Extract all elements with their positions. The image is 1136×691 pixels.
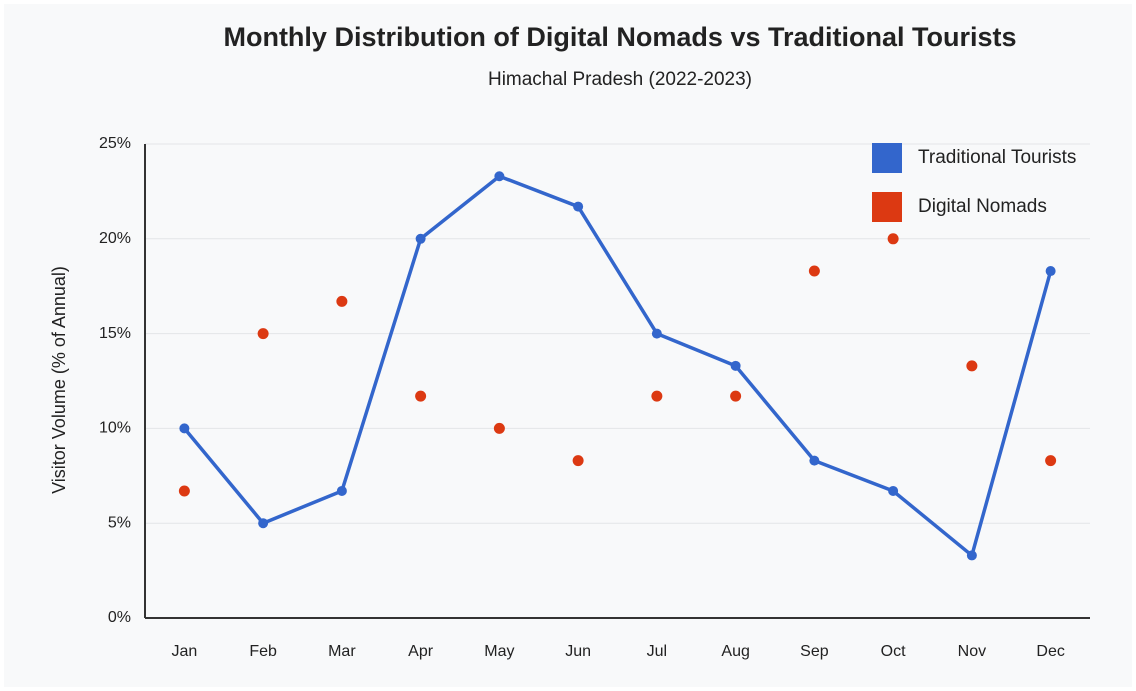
y-tick-label: 10% [99, 420, 131, 437]
point [809, 455, 820, 466]
x-tick-label: Dec [1036, 643, 1064, 660]
x-tick-label: Jun [565, 643, 591, 660]
point [966, 360, 978, 372]
legend-label: Digital Nomads [918, 196, 1047, 217]
line [183, 174, 1053, 558]
point [257, 328, 269, 340]
point [573, 201, 584, 212]
point [336, 295, 348, 307]
x-tick-label: Feb [249, 643, 277, 660]
point [415, 390, 427, 402]
point [178, 485, 190, 497]
point [966, 550, 977, 561]
x-tick-label: Apr [408, 643, 434, 660]
point [179, 423, 190, 434]
point [730, 390, 742, 402]
legend-swatch [872, 143, 902, 173]
x-tick-label: Sep [800, 643, 829, 660]
x-tick-label: Nov [958, 643, 986, 660]
point [572, 455, 584, 467]
point [730, 360, 741, 371]
point [1045, 266, 1056, 277]
x-tick-label: Jan [171, 643, 197, 660]
point [415, 233, 426, 244]
x-tick-label: Aug [721, 643, 749, 660]
y-tick-label: 15% [99, 325, 131, 342]
y-tick-label: 25% [99, 135, 131, 152]
chart-subtitle: Himachal Pradesh (2022-2023) [488, 69, 752, 90]
chart-title: Monthly Distribution of Digital Nomads v… [223, 22, 1016, 52]
x-tick-label: Oct [881, 643, 906, 660]
y-tick-label: 0% [108, 609, 131, 626]
legend-label: Traditional Tourists [918, 147, 1076, 168]
legend-swatch [872, 192, 902, 222]
point [888, 485, 899, 496]
point [1045, 455, 1057, 467]
x-tick-label: May [484, 643, 514, 660]
point [258, 518, 269, 529]
point [651, 328, 662, 339]
y-tick-label: 20% [99, 230, 131, 247]
point [336, 485, 347, 496]
x-tick-label: Mar [328, 643, 356, 660]
y-tick-label: 5% [108, 514, 131, 531]
background [4, 4, 1132, 687]
point [493, 422, 505, 434]
point [494, 171, 505, 182]
x-tick-label: Jul [647, 643, 667, 660]
point [651, 390, 663, 402]
point [808, 265, 820, 277]
point [887, 233, 899, 245]
y-axis-label: Visitor Volume (% of Annual) [49, 266, 69, 494]
